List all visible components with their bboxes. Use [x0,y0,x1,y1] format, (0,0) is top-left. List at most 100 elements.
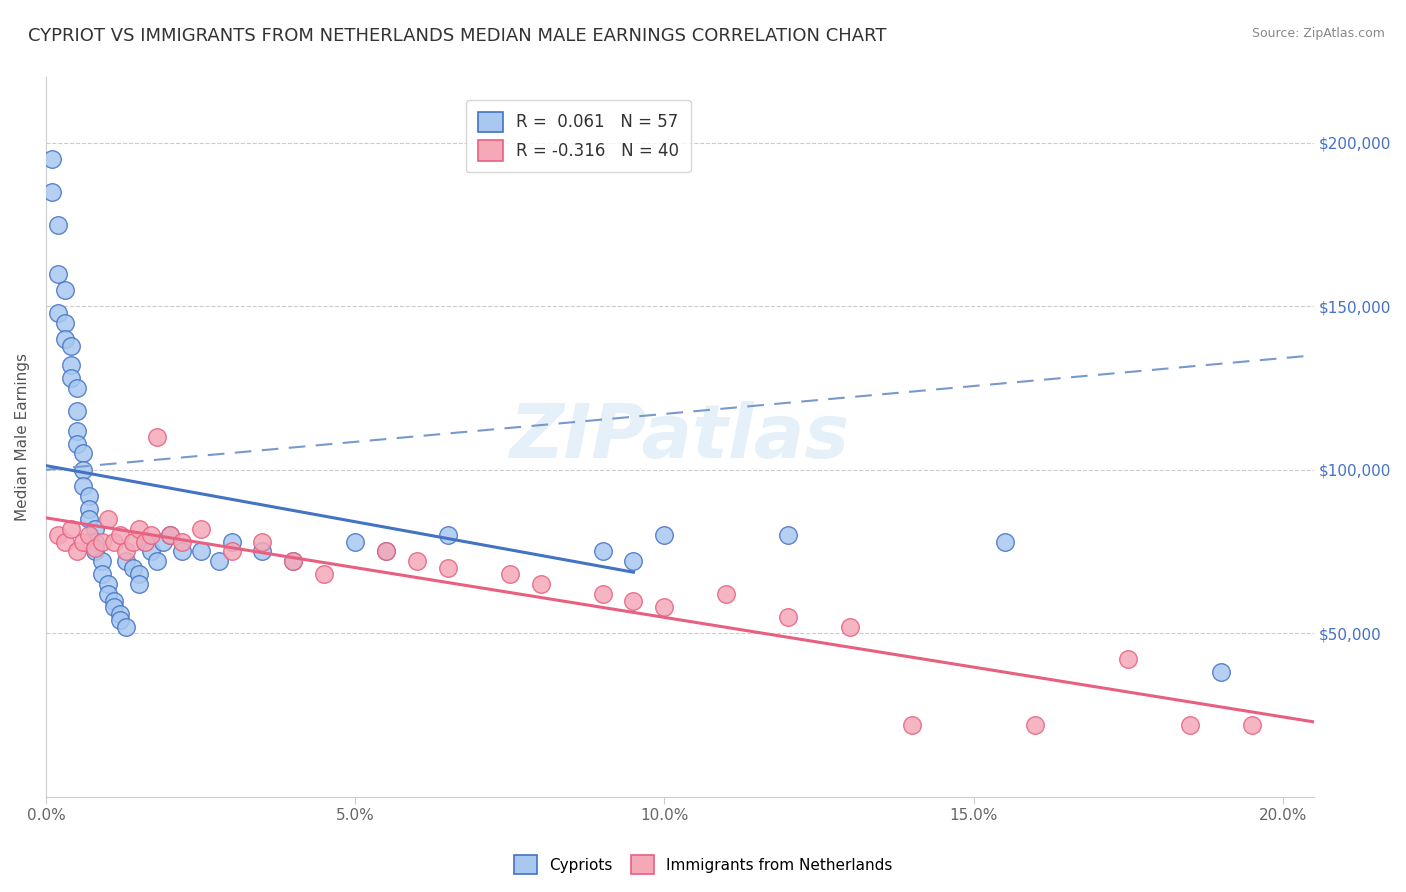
Point [406,554,429,568]
Point [152,534,174,549]
Point [121,534,143,549]
Point [72,463,94,477]
Point [159,528,181,542]
Point [53,283,76,297]
Point [41,152,63,166]
Point [77,512,100,526]
Point [283,554,305,568]
Point [375,544,398,558]
Point [59,338,82,352]
Point [84,541,107,556]
Point [134,534,156,549]
Point [97,512,120,526]
Point [499,567,522,582]
Point [437,561,460,575]
Point [97,577,120,591]
Point [53,332,76,346]
Point [66,381,89,395]
Text: Source: ZipAtlas.com: Source: ZipAtlas.com [1251,27,1385,40]
Point [90,554,112,568]
Point [252,534,274,549]
Point [72,479,94,493]
Point [59,371,82,385]
Point [77,502,100,516]
Point [84,522,107,536]
Point [146,554,169,568]
Point [108,613,131,627]
Point [592,544,614,558]
Point [66,404,89,418]
Text: ZIPatlas: ZIPatlas [510,401,849,474]
Point [1209,665,1232,680]
Point [108,607,131,621]
Point [1240,718,1263,732]
Point [128,522,150,536]
Point [108,528,131,542]
Point [90,534,112,549]
Point [53,534,76,549]
Point [146,430,169,444]
Point [115,554,138,568]
Point [72,446,94,460]
Point [66,436,89,450]
Point [103,534,125,549]
Point [170,544,193,558]
Point [252,544,274,558]
Point [592,587,614,601]
Point [139,528,162,542]
Point [190,522,212,536]
Point [97,587,120,601]
Point [623,554,645,568]
Point [115,544,138,558]
Point [41,185,63,199]
Legend: Cypriots, Immigrants from Netherlands: Cypriots, Immigrants from Netherlands [508,849,898,880]
Point [103,593,125,607]
Point [1024,718,1046,732]
Point [121,561,143,575]
Point [1178,718,1201,732]
Point [59,522,82,536]
Point [170,534,193,549]
Point [314,567,336,582]
Point [778,528,800,542]
Point [90,567,112,582]
Point [437,528,460,542]
Y-axis label: Median Male Earnings: Median Male Earnings [15,353,30,521]
Point [115,620,138,634]
Point [283,554,305,568]
Point [72,534,94,549]
Text: CYPRIOT VS IMMIGRANTS FROM NETHERLANDS MEDIAN MALE EARNINGS CORRELATION CHART: CYPRIOT VS IMMIGRANTS FROM NETHERLANDS M… [28,27,887,45]
Point [139,544,162,558]
Point [84,544,107,558]
Point [59,358,82,372]
Point [839,620,862,634]
Point [190,544,212,558]
Point [623,593,645,607]
Point [900,718,922,732]
Point [778,610,800,624]
Point [46,267,69,281]
Point [84,534,107,549]
Point [134,534,156,549]
Point [103,600,125,615]
Point [654,528,676,542]
Point [375,544,398,558]
Point [128,567,150,582]
Point [993,534,1015,549]
Point [46,528,69,542]
Point [77,489,100,503]
Legend: R =  0.061   N = 57, R = -0.316   N = 40: R = 0.061 N = 57, R = -0.316 N = 40 [467,100,690,172]
Point [221,534,243,549]
Point [654,600,676,615]
Point [77,528,100,542]
Point [716,587,738,601]
Point [159,528,181,542]
Point [46,218,69,232]
Point [46,306,69,320]
Point [66,424,89,438]
Point [53,316,76,330]
Point [530,577,553,591]
Point [66,544,89,558]
Point [344,534,367,549]
Point [208,554,231,568]
